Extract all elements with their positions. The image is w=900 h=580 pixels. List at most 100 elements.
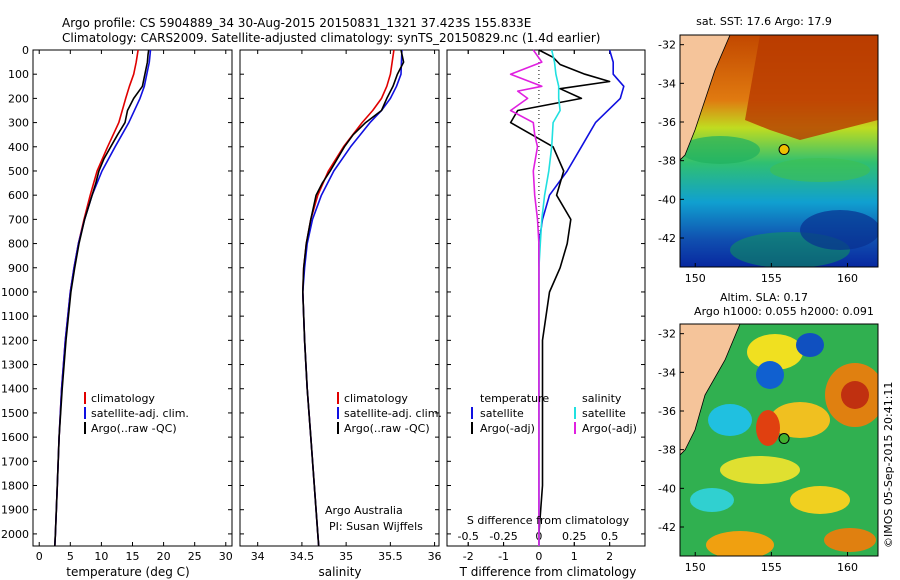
legend-satellite-label: satellite-adj. clim. <box>91 407 189 420</box>
difference-profile-lines <box>509 49 625 546</box>
map-y-tick-label: -40 <box>658 193 676 206</box>
x-tick-label: 10 <box>94 550 108 563</box>
sla-map-panel: Altim. SLA: 0.17 Argo h1000: 0.055 h2000… <box>658 291 879 574</box>
depth-tick-label: 1900 <box>1 504 29 517</box>
depth-tick-label: 600 <box>8 189 29 202</box>
depth-tick-label: 2000 <box>1 528 29 541</box>
x-tick-label: 15 <box>126 550 140 563</box>
depth-tick-label: 800 <box>8 238 29 251</box>
x-tick-label: 20 <box>157 550 171 563</box>
salinity-profile-lines <box>301 49 405 547</box>
profile-line-argo-raw-qc- <box>54 49 150 547</box>
imos-stamp: ©IMOS 05-Sep-2015 20:41:11 <box>882 382 895 548</box>
depth-tick-label: 700 <box>8 213 29 226</box>
sst-map-frame <box>679 34 879 268</box>
depth-tick-label: 0 <box>22 44 29 57</box>
map-y-tick-label: -32 <box>658 328 676 341</box>
depth-tick-label: 1800 <box>1 480 29 493</box>
x-tick-label: 35 <box>339 550 353 563</box>
temperature-legend: climatology satellite-adj. clim. Argo(..… <box>84 392 189 435</box>
x-tick-label: 34 <box>251 550 265 563</box>
map-x-tick-label: 160 <box>837 561 858 574</box>
map-y-tick-label: -36 <box>658 405 676 418</box>
depth-tick-label: 900 <box>8 262 29 275</box>
map-y-tick-label: -42 <box>658 521 676 534</box>
sst-map-axes: 150 155 160 -32 -34 -36 -38 -40 -42 <box>658 39 858 285</box>
legend-satellite-label: satellite-adj. clim. <box>344 407 442 420</box>
figure-title-line1: Argo profile: CS 5904889_34 30-Aug-2015 … <box>62 16 531 30</box>
sst-map-field <box>680 35 878 267</box>
legend-climatology-label: climatology <box>344 392 408 405</box>
depth-tick-label: 1100 <box>1 310 29 323</box>
sla-map-title-line1: Altim. SLA: 0.17 <box>720 291 808 304</box>
x-tick-label: 0 <box>36 550 43 563</box>
x-tick-label: -1 <box>498 550 509 563</box>
depth-tick-label: 1300 <box>1 359 29 372</box>
x-tick-label: 5 <box>67 550 74 563</box>
depth-tick-label: 1600 <box>1 431 29 444</box>
sst-map-land <box>680 35 731 161</box>
sla-map-land <box>680 324 741 456</box>
temperature-plot-frame <box>32 49 233 547</box>
difference-plot-frame <box>446 49 646 547</box>
sst-argo-marker <box>778 144 790 156</box>
x-tick-label: 25 <box>188 550 202 563</box>
salinity-depth-ticks <box>240 49 439 535</box>
map-y-tick-label: -34 <box>658 366 676 379</box>
temperature-x-label: temperature (deg C) <box>66 565 189 579</box>
depth-tick-label: 1400 <box>1 383 29 396</box>
salinity-x-axis: 34 34.5 35 35.5 36 <box>251 50 442 563</box>
difference-x-axis: -2 -1 0 1 2-0.5 -0.25 0 0.25 0.5 <box>457 50 618 563</box>
sla-map-axes: 150 155 160 -32 -34 -36 -38 -40 -42 <box>658 328 858 574</box>
legend-climatology-label: climatology <box>91 392 155 405</box>
map-y-tick-label: -38 <box>658 444 676 457</box>
profile-line-temperature-argo-adj- <box>509 49 611 546</box>
temperature-x-axis: 0 5 10 15 20 25 30 <box>36 50 233 563</box>
sla-argo-marker <box>778 433 790 445</box>
x-tick-label: 2 <box>606 550 613 563</box>
x-tick-label: -0.5 <box>457 530 478 543</box>
legend-temp-satellite-label: satellite <box>480 407 524 420</box>
x-tick-label: 0 <box>535 550 542 563</box>
figure-title-line2: Climatology: CARS2009. Satellite-adjuste… <box>62 31 600 45</box>
legend-sal-argo-label: Argo(-adj) <box>582 422 637 435</box>
profile-line-argo-raw-qc- <box>301 49 405 547</box>
difference-depth-ticks <box>447 49 645 535</box>
map-y-tick-label: -36 <box>658 116 676 129</box>
map-x-tick-label: 160 <box>837 272 858 285</box>
depth-axis: 0 100 200 300 400 500 600 700 800 900 1000 1100 1200… <box>1 44 232 541</box>
x-tick-label: -0.25 <box>489 530 517 543</box>
sla-map-title-line2: Argo h1000: 0.055 h2000: 0.091 <box>694 305 874 318</box>
sst-map-title: sat. SST: 17.6 Argo: 17.9 <box>696 15 832 28</box>
sst-map-panel: sat. SST: 17.6 Argo: 17.9 150 15 <box>658 15 879 285</box>
map-y-tick-label: -34 <box>658 77 676 90</box>
sla-map-field <box>680 324 878 556</box>
map-y-tick-label: -32 <box>658 39 676 52</box>
legend-sal-satellite-label: satellite <box>582 407 626 420</box>
map-x-tick-label: 155 <box>761 561 782 574</box>
x-tick-label: 0.5 <box>601 530 619 543</box>
depth-tick-label: 300 <box>8 117 29 130</box>
t-difference-label: T difference from climatology <box>459 565 637 579</box>
x-tick-label: 30 <box>219 550 233 563</box>
map-y-tick-label: -40 <box>658 482 676 495</box>
difference-panel: -2 -1 0 1 2-0.5 -0.25 0 0.25 0.5 temperature sal… <box>446 49 646 579</box>
s-difference-label: S difference from climatology <box>467 514 630 527</box>
sla-map-frame <box>679 323 879 557</box>
depth-tick-label: 1000 <box>1 286 29 299</box>
x-tick-label: 1 <box>571 550 578 563</box>
x-tick-label: -2 <box>463 550 474 563</box>
salinity-legend: climatology satellite-adj. clim. Argo(..… <box>337 392 442 435</box>
legend-argo-label: Argo(..raw -QC) <box>344 422 430 435</box>
salinity-x-label: salinity <box>318 565 361 579</box>
salinity-annotation-line1: Argo Australia <box>325 504 403 517</box>
map-x-tick-label: 155 <box>761 272 782 285</box>
depth-tick-label: 100 <box>8 68 29 81</box>
depth-tick-label: 1200 <box>1 334 29 347</box>
depth-tick-label: 200 <box>8 92 29 105</box>
legend-salinity-heading: salinity <box>582 392 622 405</box>
map-y-tick-label: -38 <box>658 155 676 168</box>
profile-line-salinity-argo-adj- <box>509 49 543 546</box>
legend-temperature-heading: temperature <box>480 392 549 405</box>
